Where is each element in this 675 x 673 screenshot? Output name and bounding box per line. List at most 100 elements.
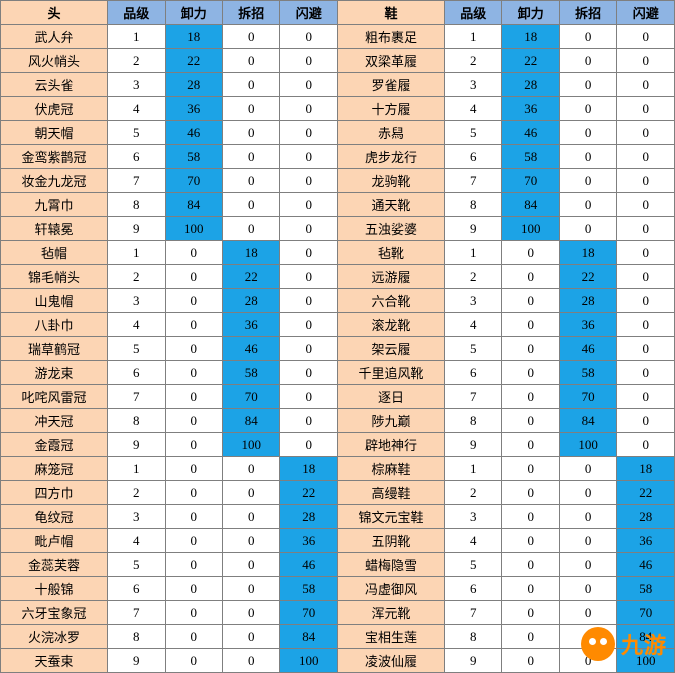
cell-chaizhao: 22: [559, 265, 616, 289]
table-body: 武人弁11800粗布裹足11800风火帩头22200双梁革履22200云头雀32…: [1, 25, 675, 673]
cell-level: 5: [108, 553, 165, 577]
cell-shanbi: 0: [280, 217, 337, 241]
cell-xieli: 58: [502, 145, 559, 169]
cell-shanbi: 46: [617, 553, 675, 577]
cell-head-name: 金蕊芙蓉: [1, 553, 108, 577]
cell-chaizhao: 0: [223, 97, 280, 121]
cell-head-name: 十般锦: [1, 577, 108, 601]
cell-level: 6: [108, 361, 165, 385]
cell-chaizhao: 36: [559, 313, 616, 337]
cell-xieli: 0: [502, 313, 559, 337]
cell-xieli: 0: [165, 313, 222, 337]
cell-chaizhao: 0: [223, 25, 280, 49]
cell-level: 3: [108, 289, 165, 313]
cell-shoe-name: 十方履: [337, 97, 444, 121]
cell-chaizhao: 0: [559, 457, 616, 481]
cell-level: 7: [108, 385, 165, 409]
cell-head-name: 瑞草鹤冠: [1, 337, 108, 361]
cell-level: 8: [108, 193, 165, 217]
hdr-level-r: 品级: [445, 1, 502, 25]
cell-level: 9: [108, 217, 165, 241]
cell-shanbi: 0: [617, 97, 675, 121]
cell-xieli: 0: [502, 337, 559, 361]
cell-level: 1: [445, 457, 502, 481]
cell-head-name: 金霞冠: [1, 433, 108, 457]
cell-chaizhao: 70: [223, 385, 280, 409]
cell-shoe-name: 粗布裹足: [337, 25, 444, 49]
cell-shanbi: 0: [617, 217, 675, 241]
cell-shoe-name: 冯虚御风: [337, 577, 444, 601]
table-row: 瑞草鹤冠50460架云履50460: [1, 337, 675, 361]
cell-chaizhao: 0: [223, 529, 280, 553]
cell-shanbi: 0: [280, 145, 337, 169]
cell-level: 8: [445, 625, 502, 649]
cell-shanbi: 0: [617, 433, 675, 457]
cell-level: 9: [108, 433, 165, 457]
cell-xieli: 0: [502, 625, 559, 649]
cell-chaizhao: 0: [559, 169, 616, 193]
table-row: 山鬼帽30280六合靴30280: [1, 289, 675, 313]
cell-xieli: 0: [165, 361, 222, 385]
cell-shanbi: 0: [280, 337, 337, 361]
cell-level: 3: [445, 505, 502, 529]
cell-head-name: 九霄巾: [1, 193, 108, 217]
cell-shanbi: 0: [617, 241, 675, 265]
cell-chaizhao: 0: [559, 553, 616, 577]
cell-chaizhao: 22: [223, 265, 280, 289]
cell-level: 5: [108, 337, 165, 361]
cell-chaizhao: 0: [223, 481, 280, 505]
cell-level: 6: [445, 577, 502, 601]
cell-level: 5: [108, 121, 165, 145]
cell-level: 5: [445, 553, 502, 577]
watermark: 九游: [581, 627, 667, 661]
cell-shanbi: 70: [280, 601, 337, 625]
table-row: 叱咤风雷冠70700逐日70700: [1, 385, 675, 409]
cell-xieli: 28: [165, 73, 222, 97]
cell-xieli: 58: [165, 145, 222, 169]
cell-shoe-name: 逐日: [337, 385, 444, 409]
cell-head-name: 风火帩头: [1, 49, 108, 73]
cell-level: 6: [108, 145, 165, 169]
cell-xieli: 0: [502, 265, 559, 289]
cell-head-name: 毗卢帽: [1, 529, 108, 553]
cell-level: 4: [108, 529, 165, 553]
cell-level: 8: [108, 625, 165, 649]
table-row: 朝天帽54600赤舄54600: [1, 121, 675, 145]
cell-shanbi: 22: [617, 481, 675, 505]
cell-xieli: 18: [165, 25, 222, 49]
cell-head-name: 朝天帽: [1, 121, 108, 145]
cell-shanbi: 0: [617, 337, 675, 361]
cell-shoe-name: 蜡梅隐雪: [337, 553, 444, 577]
cell-head-name: 伏虎冠: [1, 97, 108, 121]
cell-chaizhao: 0: [559, 481, 616, 505]
cell-shanbi: 36: [280, 529, 337, 553]
cell-xieli: 0: [165, 529, 222, 553]
cell-level: 2: [445, 49, 502, 73]
cell-level: 4: [108, 97, 165, 121]
cell-xieli: 0: [502, 433, 559, 457]
cell-level: 8: [445, 409, 502, 433]
cell-level: 6: [108, 577, 165, 601]
cell-shanbi: 0: [280, 433, 337, 457]
cell-chaizhao: 0: [559, 529, 616, 553]
cell-xieli: 0: [502, 601, 559, 625]
cell-chaizhao: 0: [223, 577, 280, 601]
cell-xieli: 18: [502, 25, 559, 49]
table-row: 金霞冠901000辟地神行901000: [1, 433, 675, 457]
cell-head-name: 八卦巾: [1, 313, 108, 337]
cell-shanbi: 70: [617, 601, 675, 625]
cell-chaizhao: 28: [223, 289, 280, 313]
table-row: 风火帩头22200双梁革履22200: [1, 49, 675, 73]
cell-xieli: 0: [165, 289, 222, 313]
cell-level: 7: [108, 169, 165, 193]
cell-shanbi: 22: [280, 481, 337, 505]
cell-shoe-name: 五浊娑婆: [337, 217, 444, 241]
cell-shoe-name: 远游履: [337, 265, 444, 289]
cell-level: 2: [445, 481, 502, 505]
cell-xieli: 22: [165, 49, 222, 73]
cell-shanbi: 0: [280, 241, 337, 265]
cell-chaizhao: 84: [223, 409, 280, 433]
cell-xieli: 0: [165, 577, 222, 601]
cell-chaizhao: 0: [559, 217, 616, 241]
table-row: 九霄巾88400通天靴88400: [1, 193, 675, 217]
